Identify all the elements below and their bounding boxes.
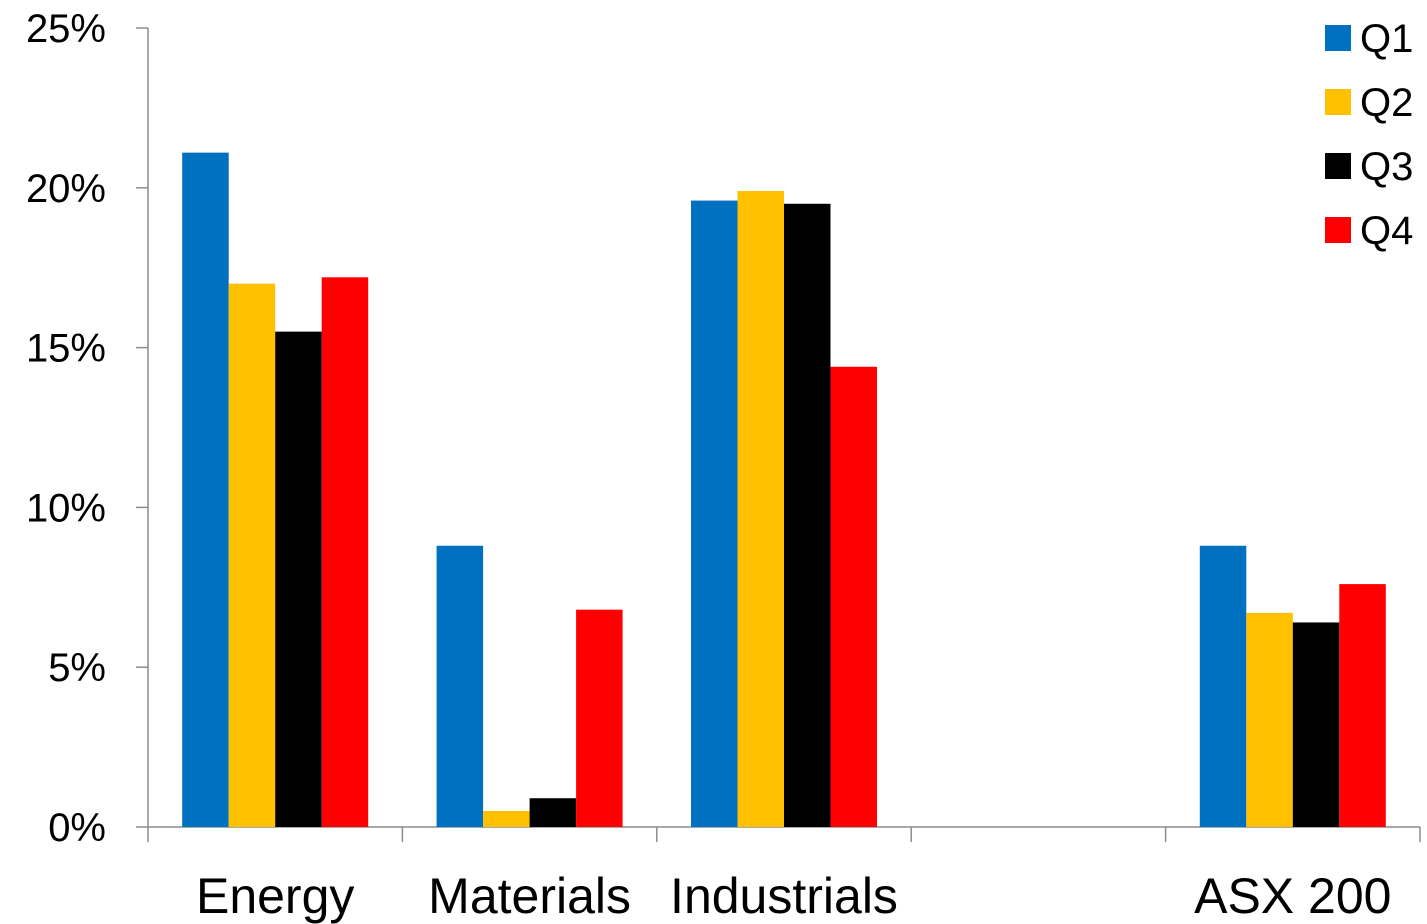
y-tick-label: 20% [26,167,106,211]
x-category-label: Energy [196,868,354,924]
legend-label: Q3 [1360,145,1413,189]
bar-q3-energy [275,331,322,827]
legend: Q1 Q2 Q3 Q4 [1325,17,1413,253]
bar-q4-materials [576,609,623,827]
legend-item-q4: Q4 [1325,209,1413,253]
bar-q4-energy [321,277,369,828]
y-axis: 0% 5% 10% 15% 20% 25% [26,7,149,850]
y-tick-label: 15% [26,327,106,371]
x-axis: Energy Materials Industrials ASX 200 [147,826,1421,924]
bar-q4-industrials [830,366,877,827]
y-tick-label: 0% [48,806,106,850]
bar-q2-energy [228,283,276,827]
legend-item-q2: Q2 [1325,81,1413,125]
y-tick-label: 10% [26,486,106,530]
x-category-label: Industrials [670,868,898,924]
bar-q1-materials [436,545,484,827]
legend-swatch [1325,25,1351,51]
bar-q3-asx-200 [1292,622,1340,827]
bars [182,152,1386,828]
bar-q2-materials [483,811,530,827]
bar-q2-industrials [737,190,784,828]
x-category-label: ASX 200 [1194,868,1391,924]
bar-q3-materials [529,798,577,827]
legend-swatch [1325,217,1351,243]
legend-swatch [1325,153,1351,179]
y-tick-label: 25% [26,7,106,51]
bar-q3-industrials [784,203,831,827]
legend-item-q1: Q1 [1325,17,1413,61]
bar-q1-asx-200 [1199,545,1247,827]
y-tick-label: 5% [48,646,106,690]
legend-item-q3: Q3 [1325,145,1413,189]
bar-q1-energy [182,152,229,828]
legend-label: Q4 [1360,209,1413,253]
bar-q2-asx-200 [1246,612,1293,827]
x-category-label: Materials [428,868,631,924]
bar-q4-asx-200 [1339,584,1386,827]
legend-label: Q1 [1360,17,1413,61]
bar-q1-industrials [691,200,738,828]
legend-swatch [1325,89,1351,115]
legend-label: Q2 [1360,81,1413,125]
